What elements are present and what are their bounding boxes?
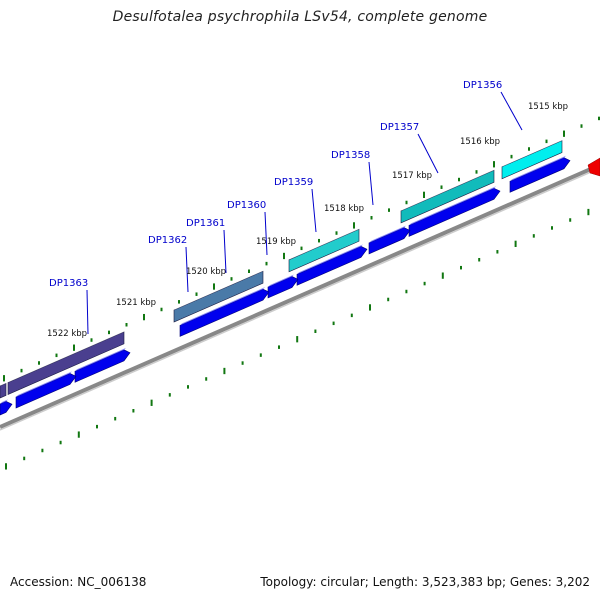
leader-line xyxy=(86,289,89,335)
scale-label: 1516 kbp xyxy=(460,137,500,147)
gene-feature-DP1363[interactable] xyxy=(7,329,126,395)
genome-backbone-shadow xyxy=(0,167,600,431)
leader-line xyxy=(417,133,439,174)
scale-label: 1520 kbp xyxy=(186,267,226,277)
scale-labels: 1515 kbp 1516 kbp 1517 kbp 1518 kbp 1519 kbp… xyxy=(47,102,568,339)
gene-feature-DP1357[interactable] xyxy=(400,168,496,224)
cds-arrow[interactable] xyxy=(368,225,411,255)
outer-tick-ring xyxy=(3,116,600,382)
scale-label: 1522 kbp xyxy=(47,329,87,339)
scale-label: 1518 kbp xyxy=(324,204,364,214)
leader-line xyxy=(500,91,523,131)
leader-line xyxy=(185,246,189,293)
cds-arrow[interactable] xyxy=(296,244,368,286)
scale-label: 1521 kbp xyxy=(116,298,156,308)
gene-label-DP1360[interactable]: DP1360 xyxy=(227,200,266,211)
gene-leader-lines xyxy=(86,91,523,335)
cds-arrow[interactable] xyxy=(509,155,571,193)
genome-backbone xyxy=(0,163,600,429)
gene-feature-DP1359[interactable] xyxy=(288,227,361,273)
cds-arrow[interactable] xyxy=(408,186,501,237)
map-title: Desulfotalea psychrophila LSv54, complet… xyxy=(112,9,488,25)
gene-label-DP1357[interactable]: DP1357 xyxy=(380,122,419,133)
leader-line xyxy=(311,188,317,233)
gene-label-DP1358[interactable]: DP1358 xyxy=(331,150,370,161)
inner-tick-ring xyxy=(5,208,590,470)
genome-summary: Topology: circular; Length: 3,523,383 bp… xyxy=(260,575,590,589)
leader-line xyxy=(223,229,227,274)
leader-line xyxy=(264,211,268,256)
scale-label: 1515 kbp xyxy=(528,102,568,112)
leader-line xyxy=(368,161,374,206)
gene-feature-DP1356[interactable] xyxy=(501,138,564,180)
cds-arrow[interactable] xyxy=(179,287,270,337)
cds-arrow[interactable] xyxy=(0,399,13,416)
cds-arrow[interactable] xyxy=(15,371,77,409)
gene-feature-DP1363[interactable] xyxy=(0,381,8,399)
gene-features xyxy=(0,138,571,416)
gene-label-DP1359[interactable]: DP1359 xyxy=(274,177,313,188)
scale-label: 1517 kbp xyxy=(392,171,432,181)
gene-label-DP1361[interactable]: DP1361 xyxy=(186,218,225,229)
accession-label: Accession: NC_006138 xyxy=(10,575,147,589)
scale-label: 1519 kbp xyxy=(256,237,296,247)
red-feature[interactable] xyxy=(587,157,600,177)
cds-arrow[interactable] xyxy=(267,274,299,299)
gene-label-DP1356[interactable]: DP1356 xyxy=(463,80,502,91)
gene-feature-DP1362[interactable] xyxy=(173,269,265,323)
gene-label-DP1362[interactable]: DP1362 xyxy=(148,235,187,246)
cds-arrow[interactable] xyxy=(74,347,131,383)
gene-label-DP1363[interactable]: DP1363 xyxy=(49,278,88,289)
